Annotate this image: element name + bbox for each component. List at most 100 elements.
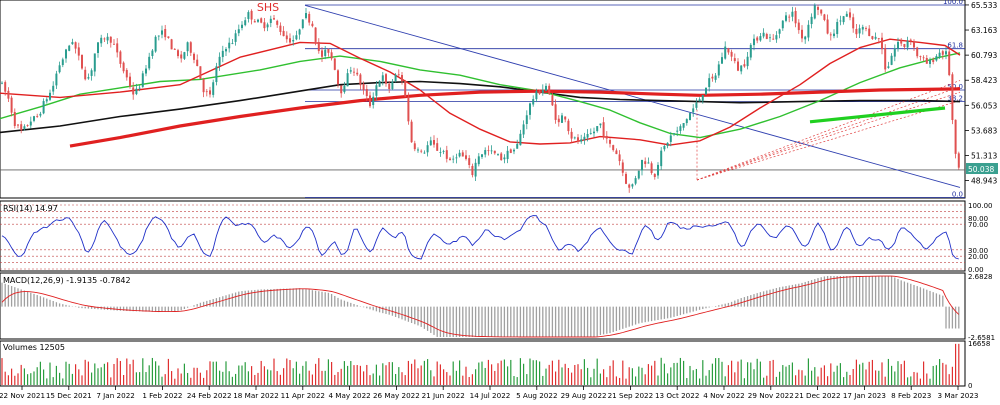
candle-body <box>685 119 688 124</box>
candle-body <box>244 20 247 26</box>
volume-tick-label: 16658 <box>968 340 990 348</box>
candle-body <box>151 50 154 57</box>
candle-body <box>327 48 330 53</box>
candle-body <box>410 121 413 143</box>
candle-body <box>381 75 384 81</box>
candle-body <box>55 73 58 86</box>
candle-body <box>577 137 579 142</box>
candle-body <box>500 153 503 161</box>
fib-label: 50.0 <box>947 83 963 91</box>
candle-body <box>932 59 935 62</box>
candle-body <box>317 42 320 52</box>
candle-body <box>682 123 685 128</box>
candle-body <box>708 78 711 88</box>
candle-body <box>42 101 45 114</box>
candle-body <box>948 51 951 76</box>
sma-black <box>0 80 961 134</box>
candle-body <box>785 15 787 21</box>
candle-body <box>957 153 960 168</box>
volume-pane: Volumes 12505 <box>0 340 966 387</box>
candle-body <box>660 150 663 167</box>
candle-body <box>407 96 410 122</box>
candle-body <box>13 112 16 126</box>
candle-body <box>228 42 231 49</box>
price-tick-label: 56.053 <box>971 101 997 110</box>
candle-body <box>205 91 208 93</box>
rsi-tick-label: 0.00 <box>968 266 984 274</box>
candle-body <box>644 161 647 164</box>
candle-body <box>945 51 947 55</box>
candle-body <box>333 58 336 70</box>
candle-body <box>157 35 160 37</box>
candle-body <box>801 29 803 39</box>
candle-body <box>935 56 938 61</box>
candle-body <box>394 74 397 82</box>
macd-tick-label: -2.6581 <box>968 334 995 342</box>
candle-body <box>250 10 253 20</box>
candle-body <box>113 43 115 45</box>
candle-body <box>490 150 493 152</box>
candle-body <box>97 42 99 53</box>
candle-body <box>740 65 743 72</box>
candle-body <box>269 18 272 23</box>
candle-body <box>33 116 35 121</box>
volume-label: Volumes 12505 <box>3 343 65 352</box>
candle-body <box>132 87 135 95</box>
candle-body <box>452 158 455 160</box>
candle-body <box>458 152 461 157</box>
candle-body <box>765 33 768 39</box>
macd-label: MACD(12,26,9) -1.9135 -0.7842 <box>3 276 131 285</box>
candle-body <box>532 99 535 105</box>
candle-body <box>231 43 234 45</box>
candle-body <box>618 154 621 162</box>
candle-body <box>145 68 147 74</box>
candle-body <box>442 151 445 152</box>
candle-body <box>897 42 899 49</box>
candle-body <box>237 29 240 34</box>
fan-line <box>696 91 961 181</box>
time-tick-label: 22 Nov 2021 <box>0 391 45 400</box>
price-tick-label: 63.163 <box>971 26 997 35</box>
candle-body <box>509 149 512 153</box>
candle-body <box>724 46 727 59</box>
candle-body <box>714 75 717 80</box>
candle-body <box>234 33 237 42</box>
candle-body <box>308 13 311 23</box>
candle-body <box>295 35 298 40</box>
candle-body <box>58 65 61 73</box>
candle-body <box>455 157 458 159</box>
candle-body <box>257 19 259 22</box>
candle-body <box>548 85 551 94</box>
candle-body <box>122 62 125 72</box>
candle-body <box>810 16 813 25</box>
candle-body <box>941 51 944 55</box>
time-tick-label: 29 Nov 2022 <box>748 391 794 400</box>
candle-body <box>68 45 71 51</box>
candle-body <box>881 37 883 50</box>
candle-body <box>465 155 467 159</box>
candle-body <box>106 36 109 41</box>
candle-body <box>791 11 794 17</box>
candle-body <box>925 58 928 64</box>
candle-body <box>884 48 887 70</box>
candle-body <box>292 40 295 42</box>
candle-body <box>81 54 83 69</box>
candle-body <box>218 56 221 66</box>
candle-body <box>605 135 608 139</box>
candle-body <box>138 87 141 89</box>
candle-body <box>689 113 691 121</box>
candle-body <box>625 173 627 184</box>
candle-body <box>529 103 531 115</box>
candle-body <box>369 95 371 107</box>
candle-body <box>820 9 823 14</box>
rsi-levels <box>0 204 965 270</box>
candle-body <box>663 145 666 150</box>
candle-body <box>346 73 349 87</box>
candle-body <box>225 48 227 52</box>
price-overlay-lines: 100.0 61.8 50.0 38.2 0.0 <box>0 0 965 198</box>
candle-body <box>285 35 288 40</box>
candle-body <box>493 150 496 154</box>
candle-body <box>484 150 487 155</box>
macd-tick-label: 2.6828 <box>968 273 993 281</box>
time-axis: 22 Nov 2021 15 Dec 2021 7 Jan 2022 1 Feb 20… <box>0 386 979 400</box>
